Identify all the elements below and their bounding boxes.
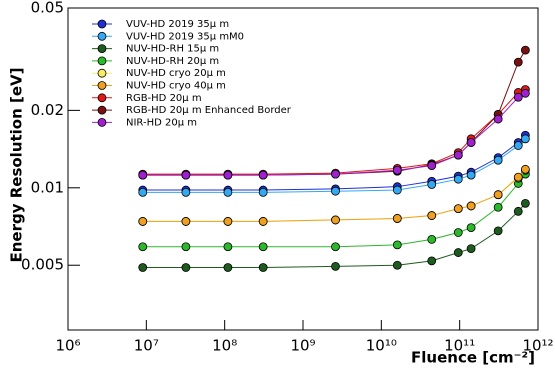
data-point xyxy=(331,186,340,196)
data-point xyxy=(223,263,233,272)
legend-label: VUV-HD 2019 35μ mM0 xyxy=(126,31,244,42)
data-point xyxy=(392,214,402,223)
y-tick-label: 0.01 xyxy=(31,178,64,196)
data-point xyxy=(453,150,463,160)
data-point xyxy=(427,180,437,189)
data-point xyxy=(331,215,340,225)
data-point xyxy=(223,217,233,226)
series-line xyxy=(142,92,526,176)
data-point xyxy=(520,164,530,174)
legend-marker xyxy=(97,105,107,115)
data-point xyxy=(223,170,233,180)
series-line xyxy=(142,203,526,268)
data-point xyxy=(513,172,523,182)
data-point xyxy=(493,155,503,165)
data-point xyxy=(392,185,402,195)
legend-marker xyxy=(97,19,107,29)
data-point xyxy=(513,92,523,102)
data-point xyxy=(258,170,268,180)
data-point xyxy=(392,240,402,250)
x-tick-label: 10⁹ xyxy=(290,337,315,355)
data-point xyxy=(392,260,402,270)
data-point xyxy=(181,170,191,180)
data-point xyxy=(427,161,437,170)
data-point xyxy=(138,217,148,226)
data-point xyxy=(513,206,523,216)
data-point xyxy=(331,242,340,252)
data-point xyxy=(138,242,148,252)
y-tick-label: 0.05 xyxy=(31,0,64,17)
legend-marker xyxy=(97,68,107,78)
x-tick-label: 10¹² xyxy=(522,337,553,355)
data-point xyxy=(520,88,530,98)
data-point xyxy=(520,198,530,208)
data-point xyxy=(493,202,503,212)
legend-label: RGB-HD 20μ m Enhanced Border xyxy=(126,105,292,116)
y-tick-label: 0.005 xyxy=(21,256,64,274)
legend-marker xyxy=(97,31,107,41)
data-point xyxy=(138,263,148,272)
x-tick-label: 10⁷ xyxy=(134,337,159,355)
data-point xyxy=(466,138,476,147)
legend-label: NUV-HD cryo 40μ m xyxy=(126,81,226,92)
data-point xyxy=(181,242,191,252)
legend-label: NUV-HD-RH 20μ m xyxy=(126,56,219,67)
data-point xyxy=(392,165,402,175)
legend-marker xyxy=(97,44,107,53)
data-point xyxy=(466,244,476,254)
x-tick-label: 10⁸ xyxy=(212,337,237,355)
data-point xyxy=(466,223,476,233)
data-point xyxy=(466,201,476,211)
data-point xyxy=(453,228,463,237)
data-point xyxy=(258,217,268,226)
legend-marker xyxy=(97,81,107,90)
data-point xyxy=(181,263,191,272)
data-point xyxy=(331,261,340,271)
data-point xyxy=(258,242,268,252)
data-point xyxy=(181,187,191,197)
data-point xyxy=(427,211,437,220)
data-point xyxy=(223,242,233,252)
data-point xyxy=(453,174,463,184)
series-line xyxy=(142,89,526,175)
legend-label: NUV-HD-RH 15μ m xyxy=(126,44,219,55)
data-point xyxy=(427,256,437,266)
series-line xyxy=(142,168,526,222)
legend-marker xyxy=(97,56,107,66)
legend-label: RGB-HD 20μ m xyxy=(126,93,202,104)
data-point xyxy=(453,204,463,214)
data-point xyxy=(520,45,530,55)
data-point xyxy=(493,226,503,236)
x-tick-label: 10¹¹ xyxy=(444,337,475,355)
legend-marker xyxy=(97,118,107,127)
data-point xyxy=(138,170,148,180)
data-point xyxy=(427,235,437,244)
data-point xyxy=(493,114,503,124)
legend-label: NUV-HD cryo 20μ m xyxy=(126,68,226,79)
data-point xyxy=(453,248,463,257)
data-point xyxy=(331,169,340,179)
data-point xyxy=(466,170,476,180)
data-point xyxy=(258,263,268,272)
legend-label: VUV-HD 2019 35μ m xyxy=(126,19,229,30)
series-line xyxy=(142,138,526,193)
data-point xyxy=(138,187,148,197)
x-axis-label: Fluence [cm⁻²] xyxy=(411,349,535,367)
data-point xyxy=(223,187,233,197)
x-tick-label: 10¹⁰ xyxy=(366,337,397,355)
data-point xyxy=(258,187,268,197)
y-axis-label: Energy Resolution [eV] xyxy=(8,67,26,262)
x-tick-label: 10⁶ xyxy=(55,337,80,355)
data-point xyxy=(520,134,530,144)
data-point xyxy=(181,217,191,226)
legend-marker xyxy=(97,93,107,103)
data-point xyxy=(513,141,523,150)
data-point xyxy=(513,57,523,67)
y-tick-label: 0.02 xyxy=(31,101,64,119)
data-point xyxy=(493,190,503,200)
legend-label: NIR-HD 20μ m xyxy=(126,117,197,128)
series-line xyxy=(142,173,526,248)
